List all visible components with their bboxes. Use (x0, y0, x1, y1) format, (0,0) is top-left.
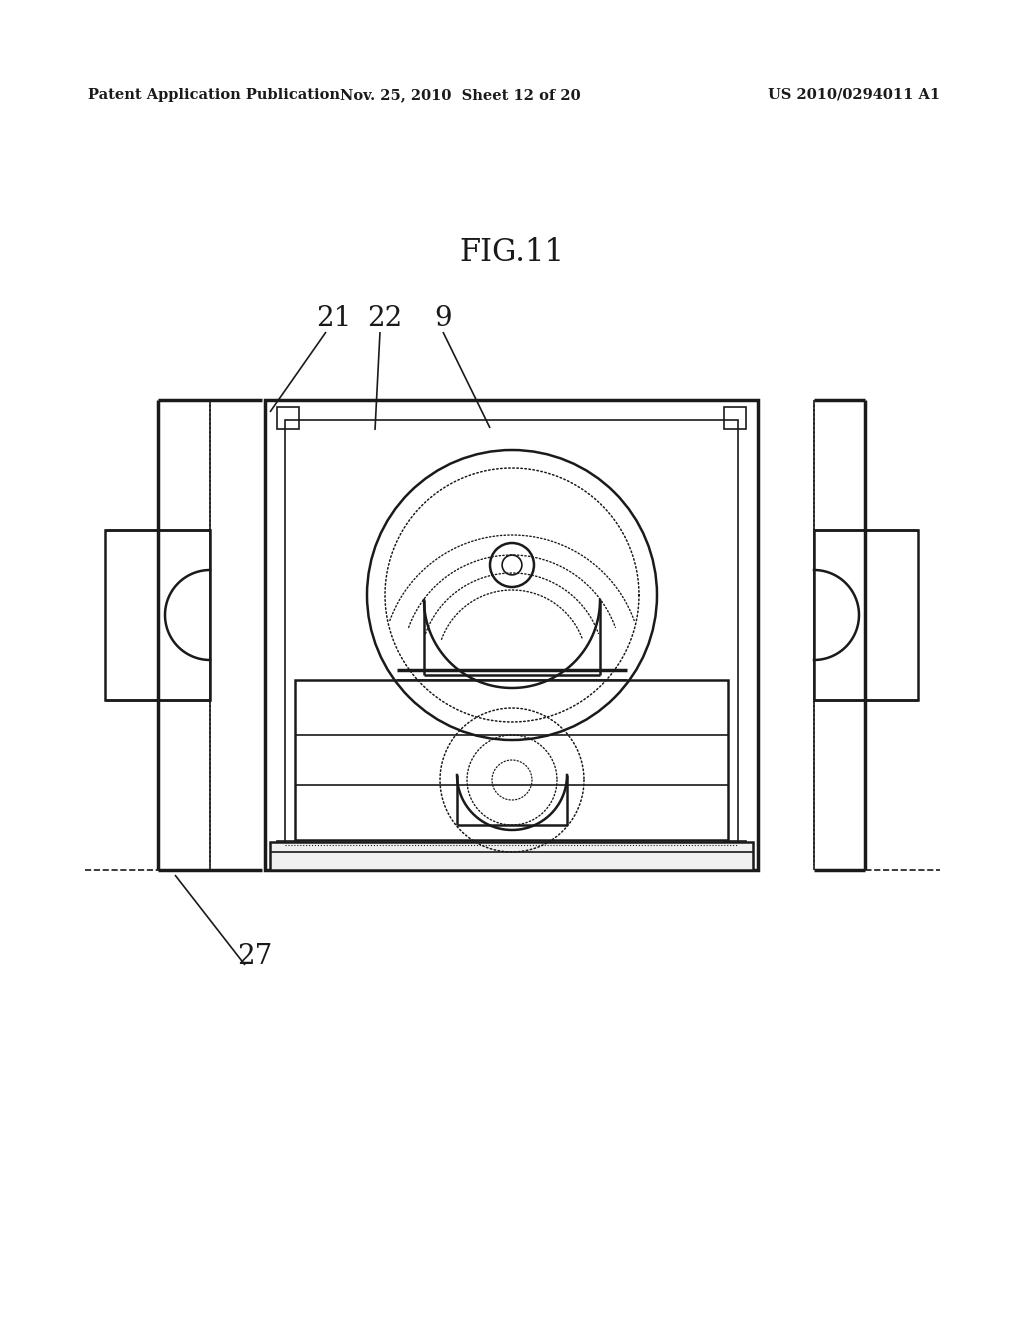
Bar (278, 841, 299, 863)
Text: Nov. 25, 2010  Sheet 12 of 20: Nov. 25, 2010 Sheet 12 of 20 (340, 88, 581, 102)
Text: US 2010/0294011 A1: US 2010/0294011 A1 (768, 88, 940, 102)
Bar (814, 531, 918, 700)
Bar (285, 420, 738, 850)
Text: 27: 27 (238, 942, 272, 970)
Text: FIG.11: FIG.11 (460, 238, 564, 268)
Bar (105, 531, 210, 700)
Bar (270, 842, 753, 870)
Text: 22: 22 (368, 305, 402, 333)
Text: 21: 21 (316, 305, 351, 333)
Bar (278, 407, 299, 429)
Text: Patent Application Publication: Patent Application Publication (88, 88, 340, 102)
Bar (724, 407, 746, 429)
Bar (724, 841, 746, 863)
Text: 9: 9 (434, 305, 452, 333)
Bar (295, 680, 728, 840)
Bar (265, 400, 758, 870)
